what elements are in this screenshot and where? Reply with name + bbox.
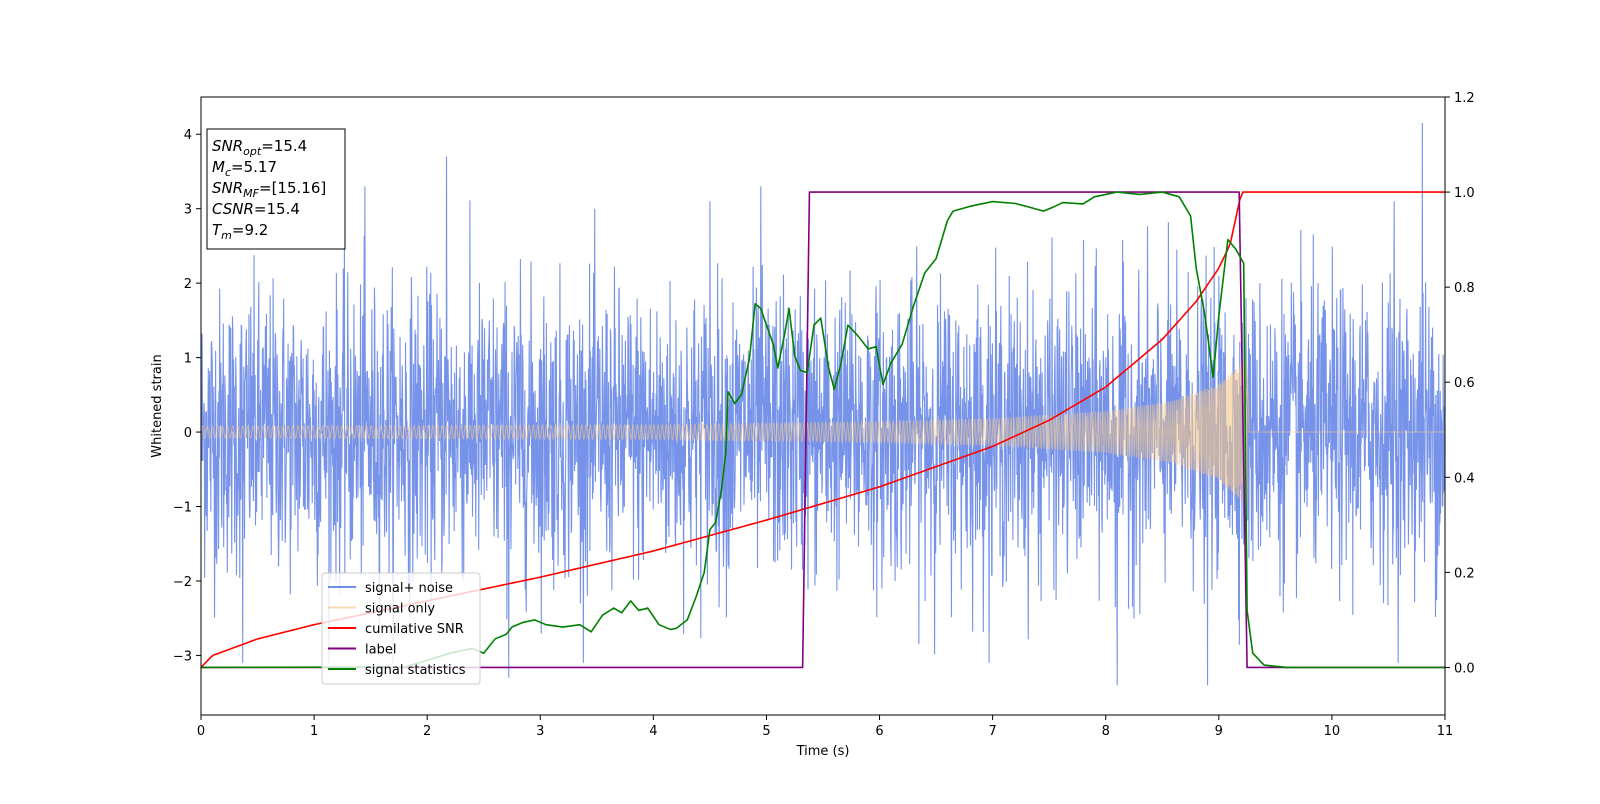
y-tick-label: 1 <box>184 352 192 367</box>
y2-tick-label: 0.4 <box>1454 471 1475 486</box>
x-tick-label: 3 <box>536 724 544 739</box>
annotation-line: Mc=5.17 <box>212 158 277 179</box>
x-tick-label: 4 <box>649 724 657 739</box>
y-axis-label: Whitened strain <box>150 354 165 457</box>
x-tick-label: 0 <box>197 724 205 739</box>
y2-tick-label: 0.6 <box>1454 376 1475 391</box>
x-tick-label: 1 <box>310 724 318 739</box>
annotation-line: CSNR=15.4 <box>212 200 300 218</box>
series-signal-statistics <box>201 191 1445 669</box>
x-tick-label: 2 <box>423 724 431 739</box>
x-tick-label: 9 <box>1215 724 1223 739</box>
annotation-line: SNRMF=[15.16] <box>212 179 326 200</box>
annotation-line: Tm=9.2 <box>212 221 268 242</box>
y-tick-label: −1 <box>173 501 192 516</box>
y2-tick-label: 0.8 <box>1454 281 1475 296</box>
legend: signal+ noise signal only cumilative SNR la… <box>321 572 481 685</box>
axes-frame <box>200 96 1446 716</box>
x-tick-label: 5 <box>762 724 770 739</box>
series-signal-noise <box>201 123 1445 686</box>
y-tick-label: 2 <box>184 277 192 292</box>
legend-entry: cumilative SNR <box>365 622 464 637</box>
y-tick-label: −3 <box>173 649 192 664</box>
annotation-line: SNRopt=15.4 <box>212 137 307 158</box>
x-tick-label: 11 <box>1437 724 1454 739</box>
x-tick-label: 7 <box>988 724 996 739</box>
series-signal-only <box>201 360 1445 505</box>
legend-entry: signal only <box>365 602 435 617</box>
y2-tick-label: 1.0 <box>1454 186 1475 201</box>
legend-entry: signal statistics <box>365 663 466 678</box>
y-tick-label: 4 <box>184 128 192 143</box>
legend-frame <box>321 572 481 685</box>
y-tick-label: −2 <box>173 575 192 590</box>
x-tick-label: 10 <box>1324 724 1341 739</box>
y2-tick-label: 0.2 <box>1454 566 1475 581</box>
y2-tick-label: 1.2 <box>1454 91 1475 106</box>
annotation-frame <box>206 128 346 250</box>
y-tick-label: 0 <box>184 426 192 441</box>
legend-entry: signal+ noise <box>365 581 453 596</box>
x-axis-label: Time (s) <box>796 744 850 759</box>
x-tick-label: 6 <box>875 724 883 739</box>
axis-ticks: 0 1 2 3 4 5 6 7 8 9 10 11 −3 −2 −1 0 1 2 3 4 0.0 0.2 0.4 0.6 0.8… <box>173 91 1475 739</box>
annotation-box: SNRopt=15.4Mc=5.17SNRMF=[15.16]CSNR=15.4… <box>206 128 346 250</box>
legend-entry: label <box>365 643 396 658</box>
y-tick-label: 3 <box>184 203 192 218</box>
x-tick-label: 8 <box>1102 724 1110 739</box>
y2-tick-label: 0.0 <box>1454 661 1475 676</box>
